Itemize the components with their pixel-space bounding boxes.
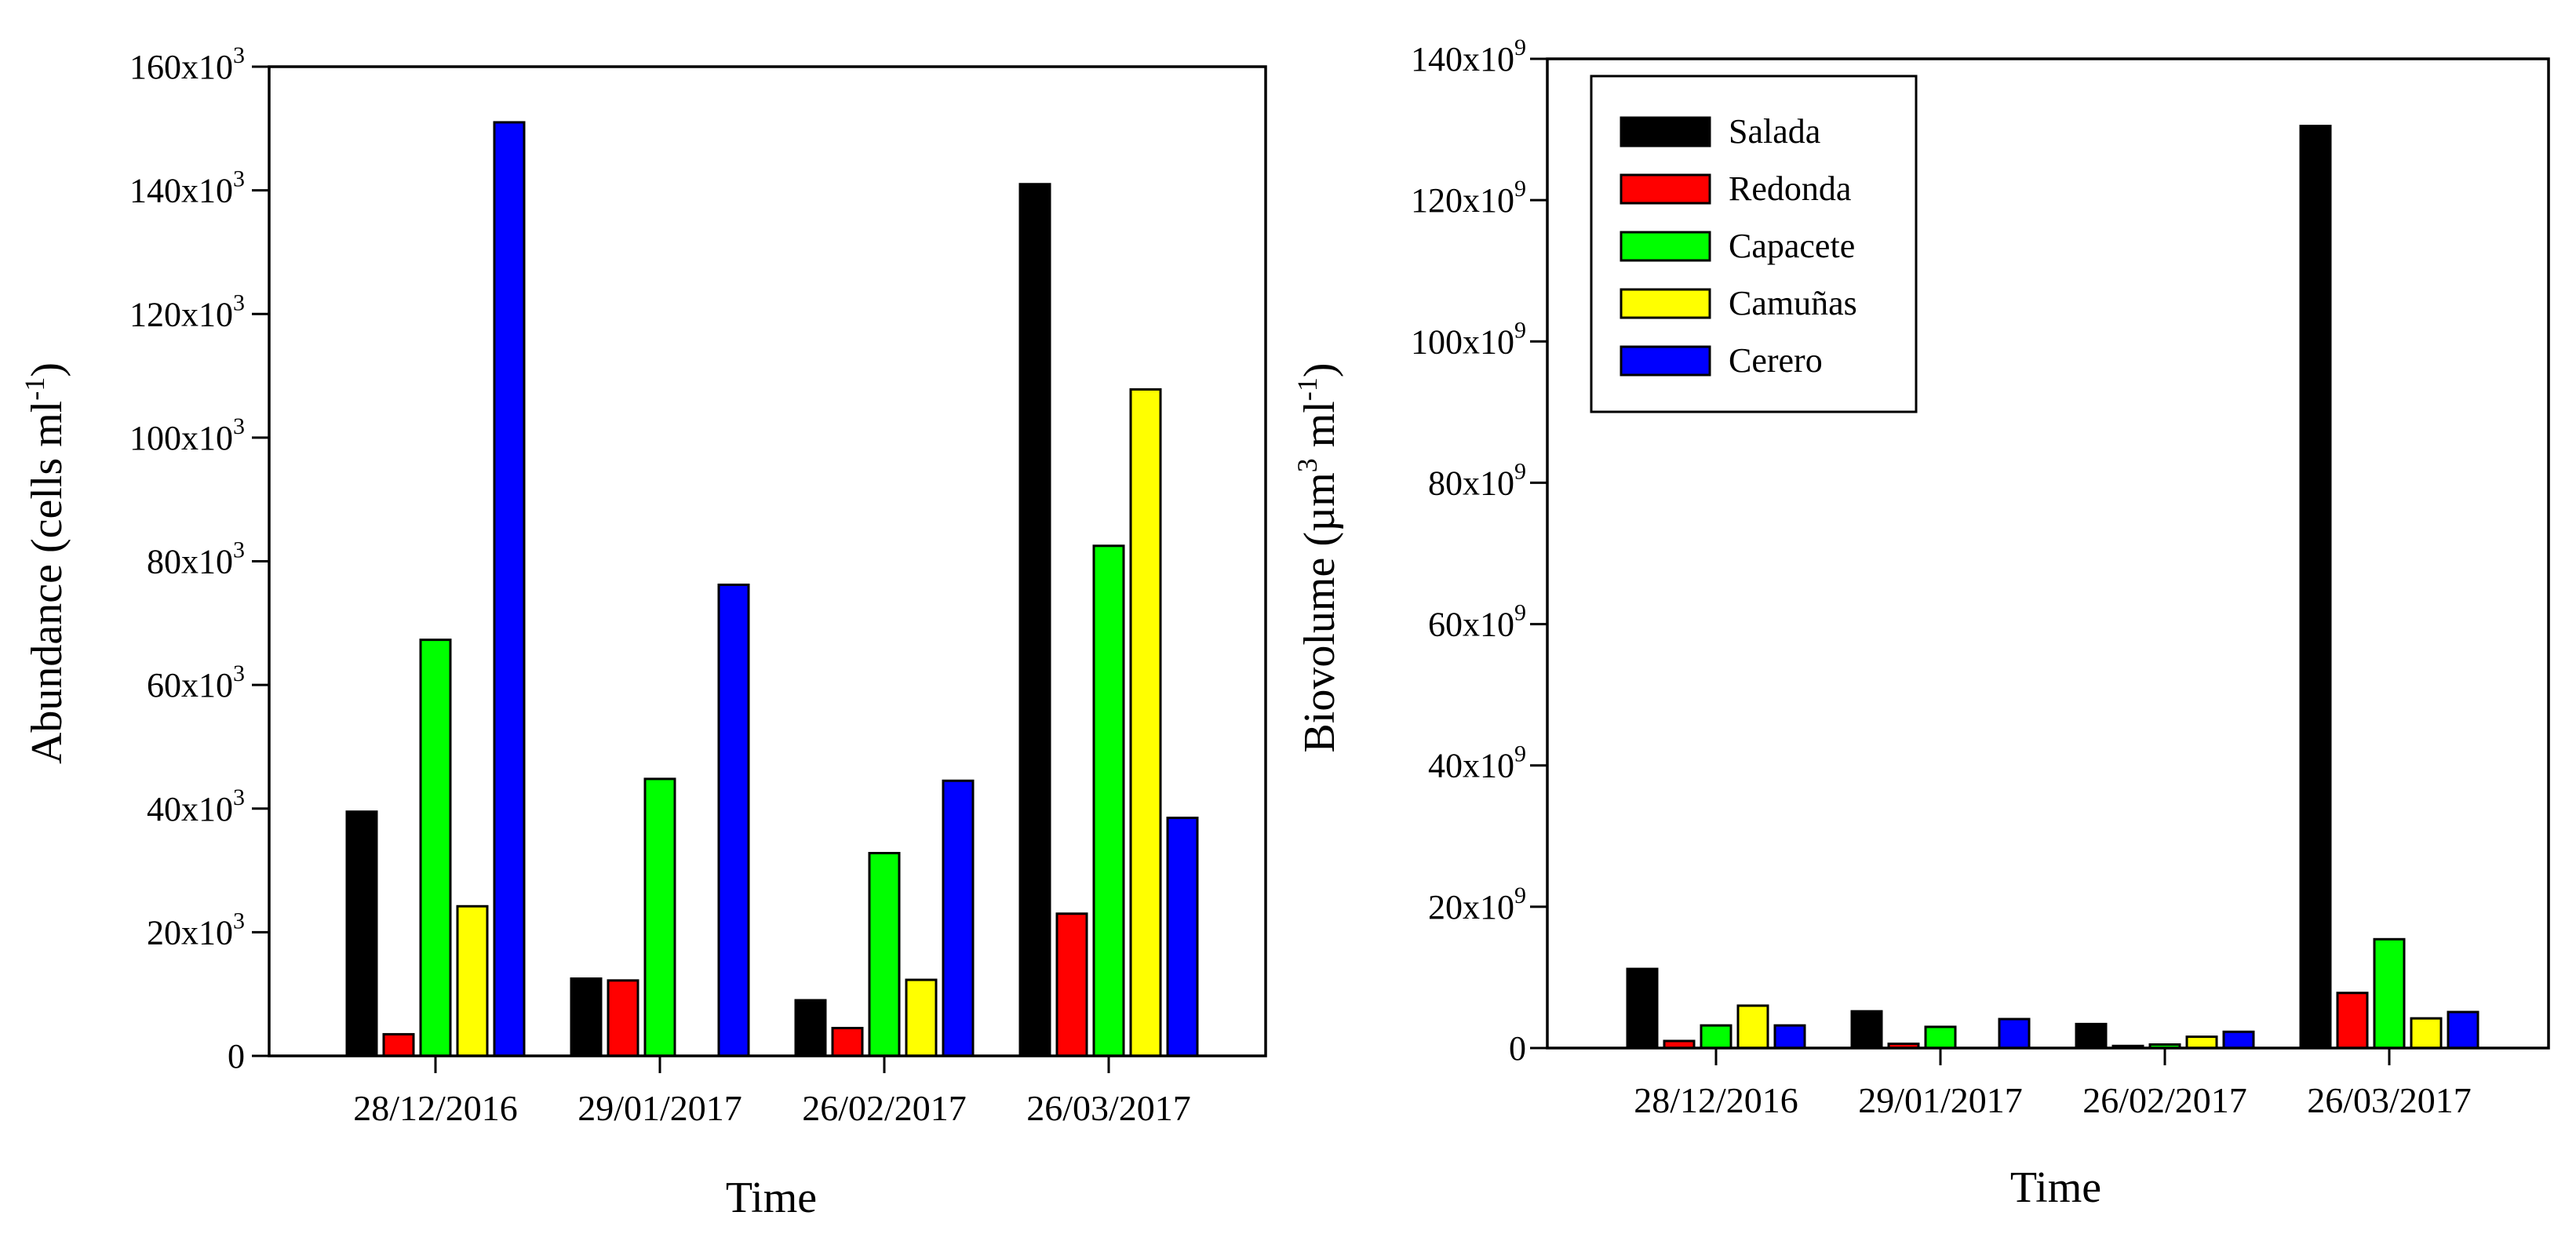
x-axis-title: Time: [2010, 1163, 2101, 1212]
legend-swatch-salada: [1620, 116, 1711, 147]
y-tick-label: 20x103: [147, 908, 245, 952]
bar-redonda-4: [1055, 912, 1088, 1057]
bar-cerero-4: [1166, 817, 1199, 1057]
bar-camuñas-3: [2185, 1035, 2218, 1050]
y-tick-label: 60x103: [147, 661, 245, 704]
bar-camuñas-3: [905, 978, 938, 1057]
y-tick-label: 140x109: [1411, 35, 1526, 78]
legend-swatch-capacete: [1620, 231, 1711, 262]
bar-redonda-3: [831, 1027, 864, 1057]
legend-swatch-camuñas: [1620, 288, 1711, 319]
x-tick-label: 29/01/2017: [1858, 1080, 2023, 1120]
y-tick-label: 120x103: [129, 289, 245, 333]
y-tick-label: 0: [1509, 1029, 1526, 1068]
x-axis-title: Time: [726, 1174, 817, 1222]
bar-cerero-4: [2447, 1010, 2479, 1050]
bar-cerero-2: [1998, 1017, 2031, 1050]
bar-cerero-1: [493, 121, 526, 1057]
y-tick-label: 140x103: [129, 166, 245, 210]
bar-camuñas-4: [1129, 388, 1162, 1057]
y-tick-label: 120x109: [1411, 176, 1526, 220]
legend-swatch-cerero: [1620, 345, 1711, 377]
y-tick-label: 80x109: [1428, 458, 1526, 502]
bar-cerero-1: [1773, 1024, 1806, 1050]
legend: Salada Redonda Capacete Camuñas Cerero: [1590, 75, 1918, 413]
bar-salada-3: [794, 999, 827, 1057]
biovolume-chart: 0 20x109 40x109 60x109 80x109 100x109 120x109 1…: [1292, 35, 2550, 1212]
bar-salada-1: [1626, 967, 1659, 1050]
y-tick-label: 100x109: [1411, 317, 1526, 361]
x-tick-label: 29/01/2017: [578, 1088, 742, 1128]
x-tick-label: 26/02/2017: [2082, 1080, 2247, 1120]
y-tick-label: 40x109: [1428, 741, 1526, 785]
y-tick-label: 40x103: [147, 784, 245, 828]
bar-redonda-1: [382, 1032, 415, 1057]
legend-label-cerero: Cerero: [1729, 341, 1823, 380]
legend-swatch-redonda: [1620, 173, 1711, 205]
bar-capacete-4: [2373, 937, 2406, 1050]
plot-frame: [1546, 57, 2550, 1050]
bar-salada-1: [345, 810, 378, 1057]
bar-salada-2: [570, 977, 603, 1057]
legend-label-salada: Salada: [1729, 112, 1820, 151]
y-axis-title: Abundance (cells ml-1): [19, 362, 71, 764]
bar-salada-2: [1850, 1010, 1883, 1050]
bar-capacete-2: [643, 777, 676, 1057]
x-tick-label: 28/12/2016: [1634, 1080, 1798, 1120]
x-tick-label: 26/03/2017: [2307, 1080, 2472, 1120]
y-tick-label: 80x103: [147, 537, 245, 581]
bar-salada-4: [1018, 183, 1051, 1057]
bar-capacete-1: [419, 639, 452, 1057]
bar-camuñas-1: [456, 904, 489, 1057]
bar-capacete-3: [868, 851, 901, 1057]
x-tick-label: 26/02/2017: [802, 1088, 967, 1128]
bar-salada-3: [2075, 1022, 2108, 1050]
bar-camuñas-4: [2410, 1017, 2443, 1050]
bar-salada-4: [2299, 125, 2332, 1050]
y-axis-title: Biovolume (µm3 ml-1): [1292, 362, 1344, 752]
bar-cerero-3: [942, 779, 975, 1057]
bar-camuñas-1: [1736, 1004, 1769, 1050]
y-tick-label: 160x103: [129, 42, 245, 86]
y-tick-label: 0: [228, 1037, 245, 1075]
x-tick-label: 26/03/2017: [1026, 1088, 1191, 1128]
bar-cerero-2: [717, 583, 750, 1057]
bar-capacete-2: [1924, 1025, 1957, 1050]
legend-label-redonda: Redonda: [1729, 169, 1851, 208]
abundance-chart: 0 20x103 40x103 60x103 80x103 100x103 120x103 1…: [19, 42, 1267, 1222]
bar-cerero-3: [2222, 1030, 2255, 1050]
x-tick-label: 28/12/2016: [353, 1088, 518, 1128]
bar-capacete-4: [1092, 544, 1125, 1057]
y-tick-label: 100x103: [129, 413, 245, 457]
y-tick-label: 60x109: [1428, 600, 1526, 644]
y-tick-label: 20x109: [1428, 883, 1526, 926]
bar-capacete-1: [1700, 1024, 1733, 1050]
legend-label-capacete: Capacete: [1729, 227, 1855, 265]
legend-label-camuñas: Camuñas: [1729, 284, 1857, 322]
bar-redonda-4: [2336, 992, 2369, 1050]
bar-redonda-2: [607, 979, 639, 1057]
